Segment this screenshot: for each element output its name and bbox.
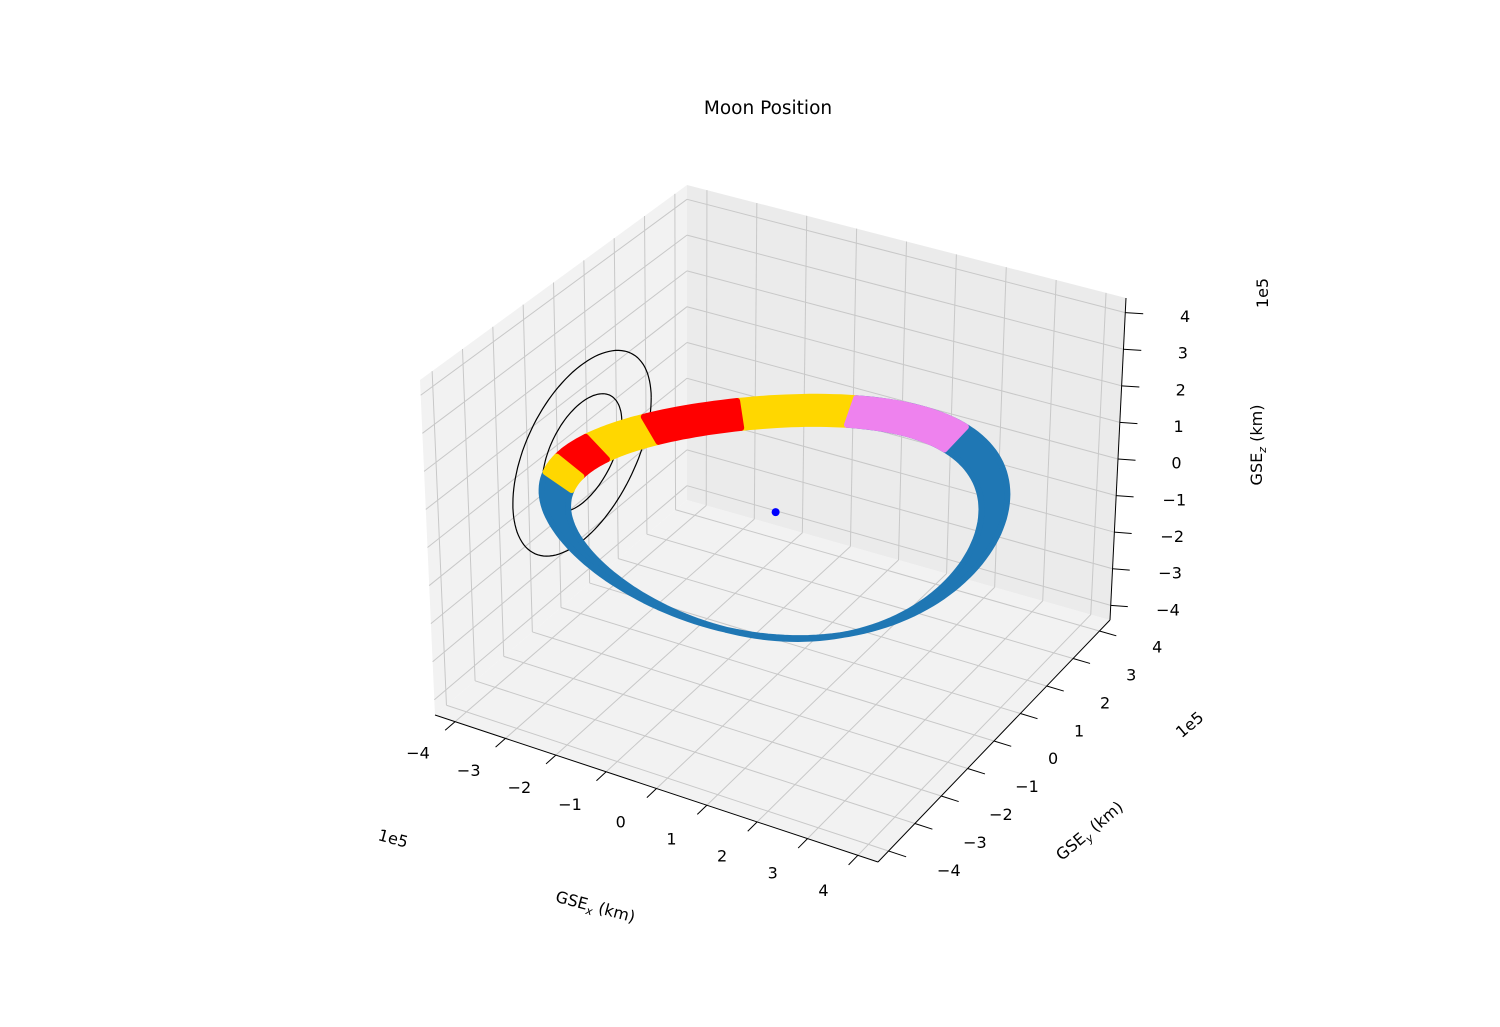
y-tick — [941, 795, 959, 803]
orbit-segment — [844, 395, 969, 453]
y-tick — [888, 850, 907, 858]
x-tick-label: 0 — [616, 812, 626, 831]
y-tick — [967, 768, 986, 775]
y-tick-label: 2 — [1100, 693, 1110, 712]
grid-line — [532, 631, 968, 769]
grid-line — [433, 485, 688, 701]
y-tick-label: 3 — [1126, 665, 1136, 684]
y-tick — [993, 740, 1012, 747]
z-tick — [1112, 568, 1130, 571]
x-tick-label: −2 — [508, 778, 532, 797]
z-tick-label: 1 — [1174, 417, 1184, 436]
grid-line — [503, 655, 942, 797]
z-tick — [1125, 312, 1144, 315]
y-tick-label: −3 — [963, 833, 987, 852]
z-axis-multiplier: 1e5 — [1253, 278, 1272, 308]
z-tick — [1121, 385, 1140, 388]
axes-panes — [420, 185, 1126, 862]
z-tick-label: 0 — [1171, 454, 1181, 473]
grid-line — [686, 342, 1119, 460]
x-tick — [848, 854, 859, 866]
x-tick-label: −1 — [558, 795, 582, 814]
z-tick-label: 4 — [1180, 307, 1190, 326]
grid-line — [686, 234, 1124, 350]
x-tick — [596, 771, 607, 782]
x-tick — [696, 804, 708, 815]
y-tick — [1046, 685, 1064, 692]
grid-line — [686, 198, 1126, 314]
earth-marker — [771, 508, 780, 517]
grid-line — [425, 306, 688, 510]
orbit-segment — [640, 398, 745, 445]
y-tick — [914, 823, 933, 830]
x-tick — [747, 821, 758, 832]
z-tick — [1119, 421, 1138, 425]
z-tick — [1110, 604, 1128, 608]
orbit-segment — [734, 393, 860, 431]
y-tick — [1020, 713, 1038, 720]
orbit-segment — [542, 453, 585, 493]
x-tick — [545, 754, 557, 765]
x-tick — [797, 838, 808, 849]
reference-circle — [512, 349, 652, 557]
x-tick-label: 4 — [818, 881, 828, 900]
x-tick — [646, 788, 657, 798]
grid-line — [560, 607, 995, 742]
grid-line — [686, 306, 1120, 423]
z-tick — [1116, 495, 1134, 498]
grid-lines — [420, 190, 1126, 856]
y-tick — [1099, 630, 1117, 637]
y-tick — [1072, 658, 1091, 664]
x-axis-label: GSEx (km) — [553, 887, 638, 929]
grid-line — [675, 509, 1100, 632]
earth-point — [771, 508, 780, 517]
orbit-scatter — [538, 393, 1011, 642]
x-tick-label: 1 — [666, 829, 676, 848]
left-wall-pane — [420, 185, 687, 715]
y-tick-label: 0 — [1048, 749, 1058, 768]
y-tick-label: 1 — [1074, 721, 1084, 740]
grid-line — [646, 533, 1074, 659]
z-tick — [1114, 531, 1132, 534]
grid-line — [686, 485, 1111, 606]
x-tick-label: −4 — [406, 744, 430, 763]
y-tick-label: −4 — [937, 861, 961, 880]
z-tick-label: −4 — [1156, 600, 1180, 619]
grid-line — [686, 449, 1113, 570]
x-tick-label: −3 — [457, 761, 481, 780]
y-tick-label: 4 — [1152, 638, 1162, 657]
grid-line — [422, 234, 688, 434]
z-axis-label: GSEz (km) — [1247, 405, 1269, 486]
z-tick-label: −1 — [1163, 490, 1187, 509]
grid-line — [686, 413, 1115, 533]
z-tick-label: 2 — [1176, 380, 1186, 399]
x-tick-label: 2 — [717, 847, 727, 866]
tick-marks — [444, 312, 1144, 866]
grid-line — [423, 270, 688, 472]
x-tick — [495, 738, 506, 748]
y-axis-label: GSEy (km) — [1052, 797, 1129, 866]
z-tick-label: −2 — [1160, 527, 1184, 546]
x-tick — [444, 721, 456, 731]
z-tick-label: 3 — [1178, 344, 1188, 363]
x-tick-label: 3 — [768, 864, 778, 883]
grid-line — [427, 342, 688, 548]
grid-line — [686, 270, 1122, 387]
z-tick — [1123, 348, 1142, 351]
z-tick — [1117, 458, 1136, 461]
y-tick-label: −1 — [1015, 777, 1039, 796]
grid-line — [420, 198, 688, 396]
grid-line — [618, 558, 1047, 687]
y-tick-label: −2 — [989, 805, 1013, 824]
y-axis-multiplier: 1e5 — [1172, 708, 1207, 742]
x-axis-multiplier: 1e5 — [376, 825, 410, 851]
grid-line — [446, 704, 889, 852]
chart-title: Moon Position — [704, 98, 832, 119]
z-tick-label: −3 — [1158, 564, 1182, 583]
grid-line — [432, 449, 688, 663]
grid-line — [474, 680, 916, 824]
